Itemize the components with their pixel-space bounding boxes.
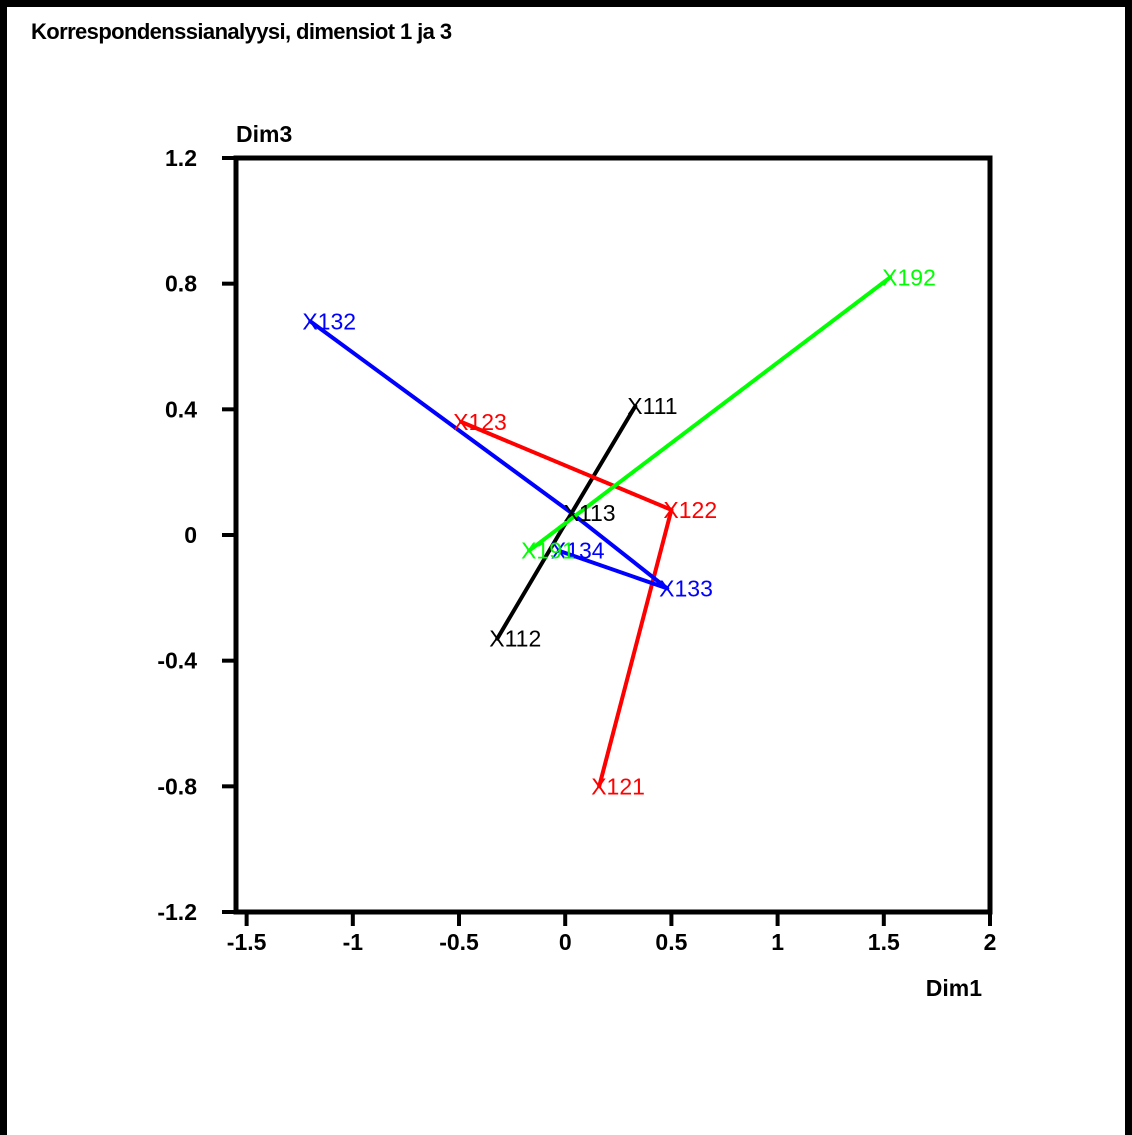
lines-layer <box>308 275 893 789</box>
connector-line <box>597 507 674 789</box>
x-tick-label: 1.5 <box>868 929 900 955</box>
point-label: X123 <box>453 409 507 435</box>
chart-title: Korrespondenssianalyysi, dimensiot 1 ja … <box>31 19 452 44</box>
x-tick-label: -1 <box>343 929 364 955</box>
axes-layer: 1.2 0.8 0.4 0 -0.4 -0.8 -1.2 -1.5 -1 -0.5 0 0.5 1 1.5… <box>157 145 996 955</box>
connector-line <box>495 511 574 641</box>
x-tick-label: 0.5 <box>655 929 687 955</box>
points-layer: X112 X113 X111 X123 X122 X121 X132 X134 X133 X191… <box>302 264 936 799</box>
point-label: X113 <box>564 500 616 526</box>
connector-line <box>308 319 574 516</box>
x-tick-label: 0 <box>559 929 572 955</box>
y-axis-label: Dim3 <box>236 121 292 147</box>
point-label: X111 <box>627 393 677 419</box>
x-tick-label: -1.5 <box>227 929 267 955</box>
y-tick-label: -1.2 <box>157 899 197 925</box>
connector-line <box>556 548 670 591</box>
point-label: X191 <box>521 538 575 564</box>
y-tick-label: 0.8 <box>165 271 197 297</box>
x-tick-label: 2 <box>984 929 997 955</box>
point-label: X192 <box>882 264 936 290</box>
x-tick-label: -0.5 <box>439 929 479 955</box>
y-tick-label: -0.4 <box>157 648 197 674</box>
x-tick-label: 1 <box>771 929 784 955</box>
point-label: X122 <box>663 497 717 523</box>
y-tick-label: 0 <box>184 522 197 548</box>
connector-line <box>459 419 674 512</box>
connector-line <box>569 404 638 516</box>
x-axis-label: Dim1 <box>926 975 982 1001</box>
connector-line <box>527 275 893 553</box>
point-label: X134 <box>551 538 605 564</box>
y-tick-label: 1.2 <box>165 145 197 171</box>
point-label: X133 <box>659 575 713 601</box>
point-label: X121 <box>591 773 645 799</box>
connector-line <box>569 511 670 591</box>
y-tick-label: 0.4 <box>165 396 197 422</box>
y-tick-label: -0.8 <box>157 773 197 799</box>
point-label: X132 <box>302 308 356 334</box>
point-label: X112 <box>489 626 541 652</box>
